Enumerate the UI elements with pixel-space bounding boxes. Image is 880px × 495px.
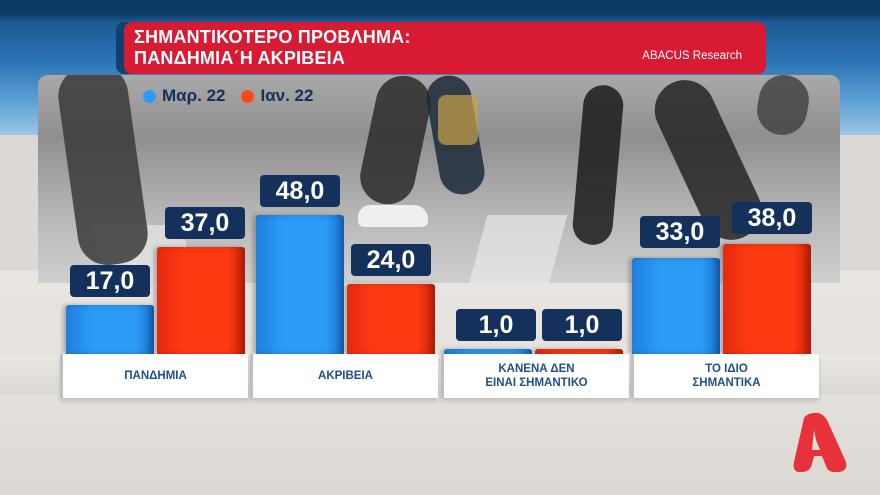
bar-mar22 [66, 305, 154, 354]
value-label: 37,0 [165, 207, 245, 239]
category-label-box: ΚΑΝΕΝΑ ΔΕΝ ΕΙΝΑΙ ΣΗΜΑΝΤΙΚΟ [441, 354, 629, 398]
alpha-tv-logo-icon [793, 412, 847, 472]
category-label-box: ΠΑΝΔΗΜΙΑ [60, 354, 248, 398]
category-label: ΠΑΝΔΗΜΙΑ [124, 370, 187, 382]
chart-title: ΣΗΜΑΝΤΙΚΟΤΕΡΟ ΠΡΟΒΛΗΜΑ: ΠΑΝΔΗΜΙΑ΄Η ΑΚΡΙΒ… [134, 27, 411, 68]
value-label: 33,0 [640, 216, 720, 248]
legend-item-mar22: Μαρ. 22 [143, 86, 225, 106]
legend-item-jan22: Ιαν. 22 [241, 86, 313, 106]
source-label: ABACUS Research [642, 50, 742, 62]
legend-dot-icon [241, 89, 255, 103]
legend: Μαρ. 22 Ιαν. 22 [143, 86, 323, 106]
bar-group-pandemic: 17,0 37,0 [56, 54, 246, 354]
legend-label: Μαρ. 22 [162, 86, 226, 105]
bar-mar22 [256, 215, 344, 354]
category-label-box: ΑΚΡΙΒΕΙΑ [250, 354, 438, 398]
value-label: 48,0 [260, 175, 340, 207]
legend-label: Ιαν. 22 [260, 86, 314, 105]
sneaker [358, 205, 428, 227]
value-label: 1,0 [456, 309, 536, 341]
bar-mar22 [632, 258, 720, 354]
bar-jan22 [347, 284, 435, 354]
shopping-bag [438, 95, 478, 145]
bar-jan22 [723, 244, 811, 354]
value-label: 1,0 [542, 309, 622, 341]
bar-jan22 [157, 247, 245, 354]
category-label: ΤΟ ΙΔΙΟ ΣΗΜΑΝΤΙΚΑ [692, 363, 761, 389]
category-label-box: ΤΟ ΙΔΙΟ ΣΗΜΑΝΤΙΚΑ [631, 354, 819, 398]
category-label: ΚΑΝΕΝΑ ΔΕΝ ΕΙΝΑΙ ΣΗΜΑΝΤΙΚΟ [485, 363, 588, 389]
legend-dot-icon [143, 89, 156, 103]
bar-jan22 [535, 349, 623, 354]
bar-group-equally-important: 33,0 38,0 [622, 54, 812, 354]
bar-mar22 [444, 349, 532, 354]
value-label: 17,0 [70, 265, 150, 297]
title-banner: ΣΗΜΑΝΤΙΚΟΤΕΡΟ ΠΡΟΒΛΗΜΑ: ΠΑΝΔΗΜΙΑ΄Η ΑΚΡΙΒ… [124, 22, 766, 74]
category-label: ΑΚΡΙΒΕΙΑ [318, 370, 373, 382]
bar-group-price-increase: 48,0 24,0 [246, 54, 436, 354]
value-label: 38,0 [732, 202, 812, 234]
value-label: 24,0 [351, 244, 431, 276]
bar-group-neither: 1,0 1,0 [434, 54, 624, 354]
